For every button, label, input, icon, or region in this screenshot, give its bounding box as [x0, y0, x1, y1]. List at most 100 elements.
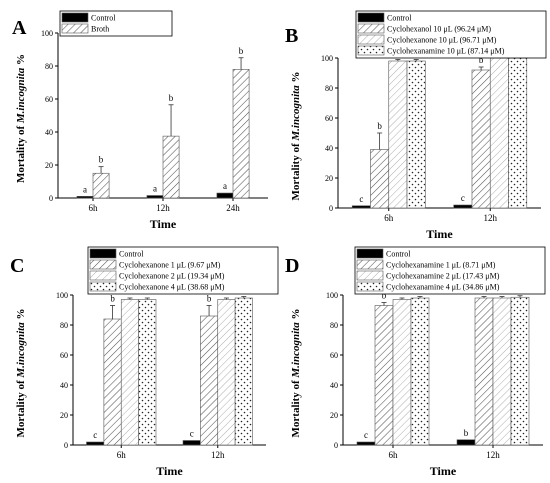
bar	[103, 318, 122, 446]
significance-letter: b	[382, 291, 387, 301]
x-tick-label: 24h	[226, 203, 240, 213]
bar	[217, 299, 236, 446]
y-tick-label: 20	[45, 161, 53, 170]
legend-swatch	[356, 248, 384, 259]
bar	[406, 60, 426, 209]
x-axis-label: Time	[426, 227, 453, 241]
y-tick-label: 100	[326, 291, 338, 300]
x-tick-label: 6h	[384, 213, 394, 223]
legend-frame	[354, 246, 546, 295]
legend-entry: Cyclohexanamine 1 μL (8.71 μM)	[386, 261, 496, 270]
bar	[146, 195, 164, 199]
y-tick-label: 20	[60, 411, 68, 420]
chart-panel-b: B 0 20 40 60 80 100 Mortality of M.incognita % 6…	[285, 10, 547, 241]
legend-entry: Cyclohexanamine 2 μL (17.43 μM)	[386, 272, 500, 281]
bar	[510, 296, 530, 446]
legend-swatch	[89, 281, 117, 292]
bar	[120, 299, 139, 446]
y-tick-label: 80	[325, 84, 333, 93]
legend-swatch	[61, 12, 89, 23]
legend-entry: Cyclohexanone 1 μL (9.67 μM)	[119, 261, 221, 270]
y-tick-label: 60	[45, 95, 53, 104]
bar	[351, 205, 371, 209]
significance-letter: b	[377, 121, 382, 131]
bar	[200, 315, 219, 446]
legend-entry: Control	[91, 14, 116, 23]
x-tick-label: 12h	[156, 203, 170, 213]
significance-letter: b	[110, 294, 115, 304]
bar	[76, 196, 94, 199]
legend-swatch	[357, 12, 385, 23]
legend-entry: Cyclohexanone 4 μL (38.68 μM)	[119, 283, 225, 292]
panel-letter: B	[285, 25, 298, 47]
chart-panel-c: C 0 20 40 60 80 100 Mortality of M.incognita % 6…	[10, 246, 279, 478]
legend-swatch	[357, 45, 385, 56]
y-tick-label: 0	[329, 204, 333, 213]
significance-letter: b	[169, 93, 174, 103]
y-tick-label: 80	[45, 62, 53, 71]
significance-letter: b	[239, 46, 244, 56]
legend: Control Cyclohexanone 1 μL (9.67 μM) Cyclo…	[87, 246, 279, 295]
y-tick-label: 40	[60, 381, 68, 390]
bar	[453, 204, 473, 209]
legend-entry: Broth	[91, 25, 109, 34]
legend: Control Broth	[59, 10, 173, 37]
x-tick-label: 12h	[484, 213, 498, 223]
y-axis-label: Mortality of M.incognita %	[15, 309, 27, 438]
y-axis-label: Mortality of M.incognita %	[290, 72, 302, 201]
legend-swatch	[61, 23, 89, 34]
bar	[392, 299, 412, 446]
legend-swatch	[356, 259, 384, 270]
panel-letter: C	[10, 255, 24, 277]
x-tick-label: 12h	[486, 450, 500, 460]
bar	[232, 69, 250, 199]
legend-frame	[87, 246, 279, 295]
y-tick-label: 40	[45, 128, 53, 137]
legend-entry: Cyclohexanol 10 μL (96.24 μM)	[387, 25, 491, 34]
significance-letter: b	[207, 294, 212, 304]
legend-swatch	[89, 248, 117, 259]
legend: Control Cyclohexanamine 1 μL (8.71 μM) Cyc…	[354, 246, 546, 295]
bar	[410, 297, 430, 446]
bar	[508, 57, 528, 209]
legend-entry: Cyclohexanone 2 μL (19.34 μM)	[119, 272, 225, 281]
bar	[234, 297, 253, 446]
x-tick-label: 6h	[89, 203, 99, 213]
legend-entry: Control	[119, 250, 144, 259]
legend-entry: Control	[386, 250, 411, 259]
x-tick-label: 6h	[117, 450, 127, 460]
x-axis-label: Time	[156, 464, 183, 478]
y-tick-label: 0	[334, 441, 338, 450]
significance-letter: a	[83, 184, 87, 194]
significance-letter: b	[464, 428, 469, 438]
legend-entry: Cyclohexanone 10 μL (96.71 μM)	[387, 36, 497, 45]
legend-entry: Cyclohexanamine 4 μL (34.86 μM)	[386, 283, 500, 292]
y-tick-label: 60	[60, 351, 68, 360]
y-tick-label: 100	[321, 54, 333, 63]
bar	[456, 439, 476, 446]
legend-entry: Cyclohexanamine 10 μL (87.14 μM)	[387, 47, 505, 56]
chart-panel-d: D 0 20 40 60 80 100 Mortality of M.incognita % 6…	[285, 246, 546, 478]
bar	[216, 192, 234, 199]
y-tick-label: 0	[49, 194, 53, 203]
y-tick-label: 60	[330, 351, 338, 360]
chart-panel-a: A 0 20 40 60 80 100 Mortality of M.incognita % 6…	[12, 10, 268, 231]
x-tick-label: 6h	[389, 450, 399, 460]
panel-letter: D	[285, 255, 299, 277]
bar	[474, 297, 494, 446]
y-tick-label: 0	[64, 441, 68, 450]
legend-entry: Control	[387, 14, 412, 23]
bar	[162, 135, 180, 199]
legend-swatch	[357, 23, 385, 34]
bar	[92, 172, 110, 199]
significance-letter: a	[223, 181, 227, 191]
legend-swatch	[357, 34, 385, 45]
legend-swatch	[356, 270, 384, 281]
bar	[356, 441, 376, 446]
y-tick-label: 20	[330, 411, 338, 420]
y-axis-label: Mortality of M.incognita %	[15, 54, 27, 183]
significance-letter: b	[479, 55, 484, 65]
y-tick-label: 80	[330, 321, 338, 330]
significance-letter: a	[153, 184, 157, 194]
